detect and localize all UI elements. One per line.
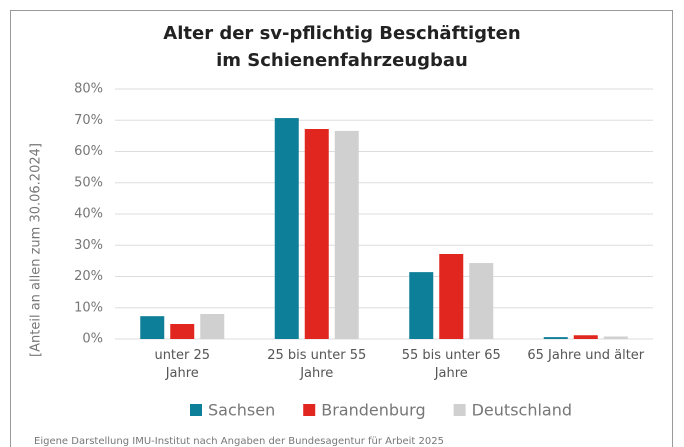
x-tick-label: 25 bis unter 55 Jahre: [267, 348, 367, 381]
y-tick-label: 70%: [74, 113, 103, 128]
bar: [603, 336, 628, 339]
legend-label: Sachsen: [208, 401, 275, 420]
chart-title: Alter der sv-pflichtig Beschäftigten im …: [163, 23, 521, 71]
bar: [140, 316, 165, 339]
source: Eigene Darstellung IMU-Institut nach Ang…: [34, 436, 444, 447]
bar: [439, 254, 464, 339]
legend-swatch: [303, 404, 316, 416]
y-tick-label: 10%: [74, 300, 103, 315]
y-tick-label: 80%: [74, 82, 103, 97]
bar: [334, 130, 359, 339]
y-tick-label: 20%: [74, 269, 103, 284]
legend-swatch: [453, 404, 466, 416]
x-tick-label: 65 Jahre und älter: [527, 348, 645, 363]
bar: [200, 314, 225, 339]
bar: [274, 118, 299, 339]
bar: [573, 335, 598, 339]
bar: [543, 337, 568, 339]
bar: [469, 263, 494, 339]
y-tick-label: 60%: [74, 144, 103, 159]
frame: [10, 10, 673, 447]
bar: [409, 272, 434, 339]
y-axis-label: [Anteil an allen zum 30.06.2024]: [29, 143, 44, 357]
legend-label: Brandenburg: [321, 401, 425, 420]
legend-label: Deutschland: [472, 401, 572, 420]
y-tick-label: 0%: [82, 332, 103, 347]
x-tick-label: unter 25 Jahre: [154, 348, 211, 381]
y-tick-label: 30%: [74, 238, 103, 253]
y-tick-label: 50%: [74, 175, 103, 190]
y-tick-label: 40%: [74, 207, 103, 222]
x-tick-label: 55 bis unter 65 Jahre: [401, 348, 501, 381]
bar: [170, 324, 195, 339]
bar: [304, 129, 329, 339]
legend-swatch: [190, 404, 202, 416]
